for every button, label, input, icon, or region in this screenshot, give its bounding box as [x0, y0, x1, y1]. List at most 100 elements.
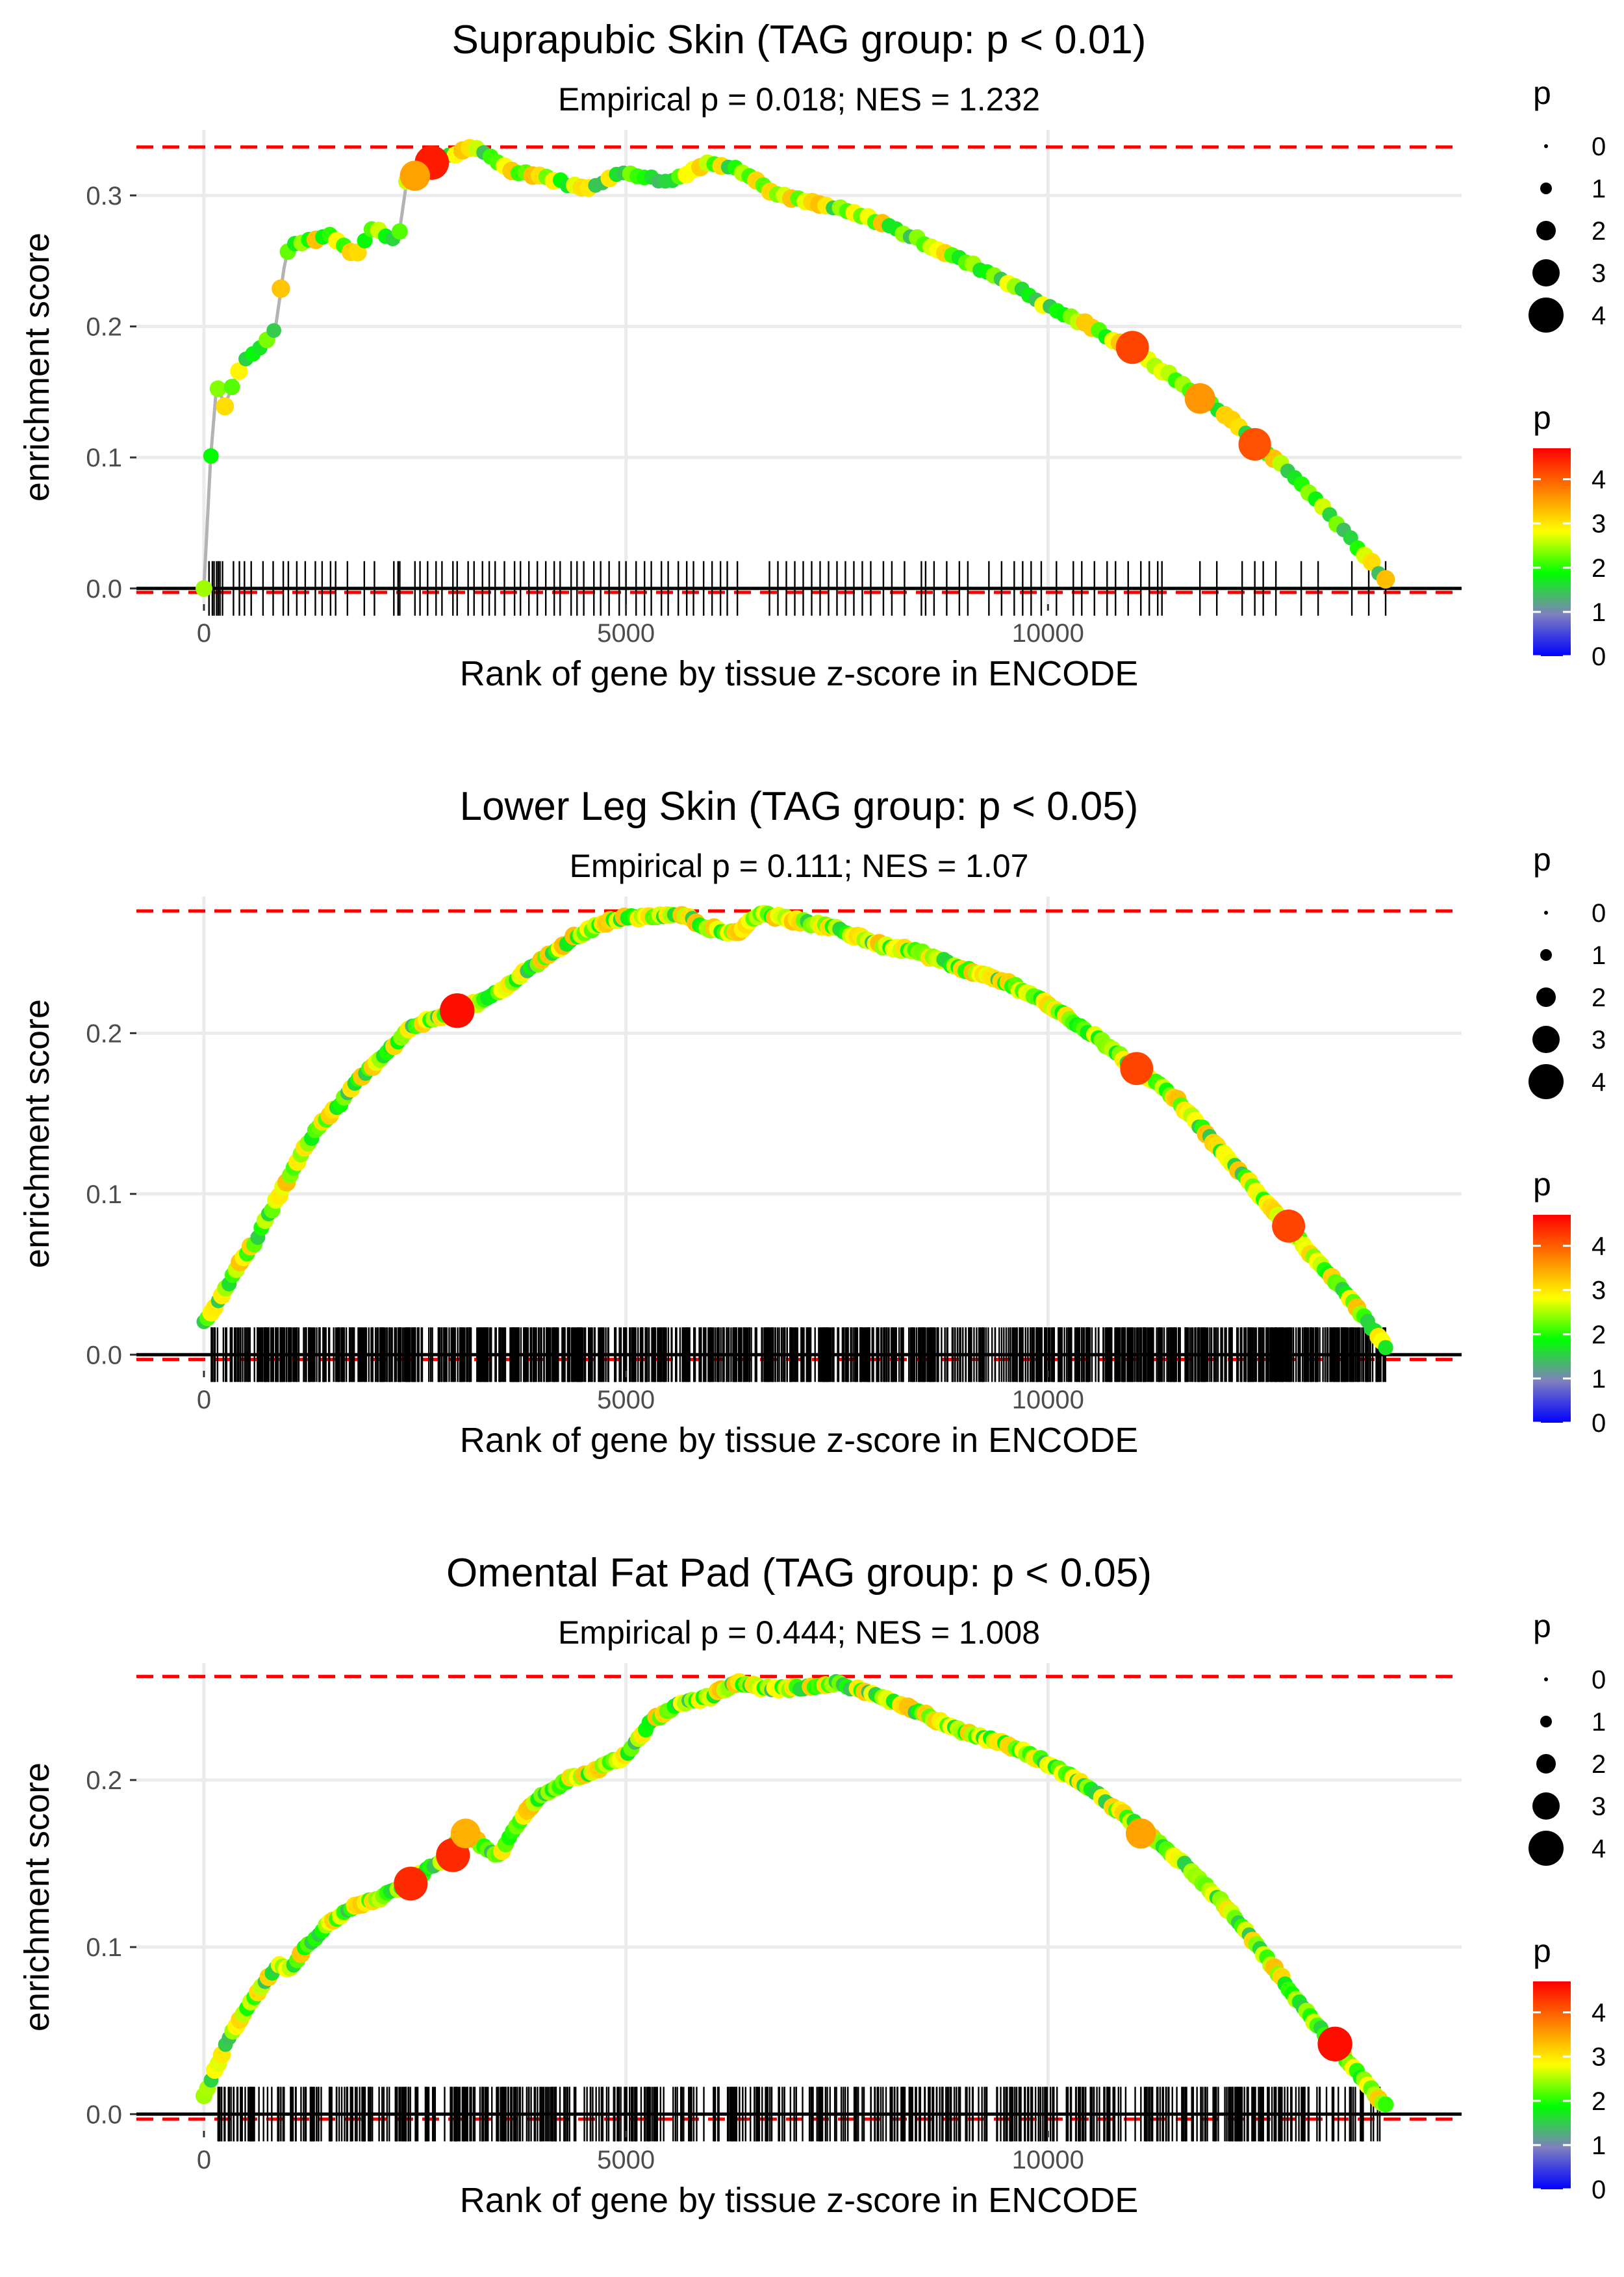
size-legend-label: 0 [1592, 133, 1606, 161]
es-point-highlight [1238, 427, 1271, 461]
colorbar-label: 2 [1592, 2087, 1606, 2116]
size-legend-dot [1532, 1026, 1560, 1053]
size-legend-dot [1540, 183, 1552, 194]
x-tick-label: 10000 [1012, 2146, 1084, 2174]
y-tick-label: 0.1 [86, 1180, 122, 1209]
x-axis-title: Rank of gene by tissue z-score in ENCODE [460, 2181, 1138, 2220]
es-point-highlight [400, 160, 430, 191]
size-legend-dot [1544, 144, 1548, 148]
chart-title: Lower Leg Skin (TAG group: p < 0.05) [460, 784, 1139, 829]
size-legend-dot [1536, 221, 1556, 240]
colorbar-label: 0 [1592, 642, 1606, 671]
size-legend-label: 0 [1592, 899, 1606, 928]
colorbar-label: 1 [1592, 598, 1606, 627]
y-axis-title: enrichment score [18, 233, 57, 502]
chart-svg: Omental Fat Pad (TAG group: p < 0.05) Emp… [18, 1551, 1606, 2220]
size-legend-dot [1532, 1792, 1560, 1820]
y-tick-label: 0.1 [86, 1933, 122, 1962]
y-tick-label: 0.0 [86, 1341, 122, 1369]
colorbar-label: 3 [1592, 1277, 1606, 1305]
size-legend-dot [1529, 298, 1564, 333]
size-legend-label: 4 [1592, 301, 1606, 330]
es-point [230, 362, 248, 381]
size-legend-label: 2 [1592, 217, 1606, 246]
es-point [1377, 2096, 1394, 2113]
colorbar-label: 3 [1592, 2043, 1606, 2072]
es-point [209, 380, 227, 398]
x-tick-label: 0 [197, 2146, 211, 2174]
colorbar-label: 1 [1592, 1365, 1606, 1393]
chart-subtitle: Empirical p = 0.111; NES = 1.07 [570, 848, 1029, 884]
size-legend-label: 0 [1592, 1666, 1606, 1694]
y-tick-label: 0.2 [86, 1019, 122, 1048]
es-point [1378, 1340, 1393, 1356]
chart-title: Omental Fat Pad (TAG group: p < 0.05) [446, 1551, 1152, 1596]
size-legend-title: p [1533, 841, 1551, 878]
x-tick-label: 10000 [1012, 619, 1084, 648]
size-legend-dot [1529, 1831, 1564, 1866]
size-legend-dot [1544, 911, 1548, 915]
chart-title: Suprapubic Skin (TAG group: p < 0.01) [452, 18, 1147, 62]
size-legend-label: 2 [1592, 984, 1606, 1012]
colorbar-label: 2 [1592, 554, 1606, 583]
size-legend-label: 1 [1592, 1708, 1606, 1736]
x-tick-label: 0 [197, 1386, 211, 1414]
colorbar-label: 4 [1592, 466, 1606, 494]
chart-subtitle: Empirical p = 0.444; NES = 1.008 [558, 1614, 1040, 1651]
size-legend-title: p [1533, 1608, 1551, 1644]
colorbar-label: 4 [1592, 1999, 1606, 2028]
es-point-highlight [1184, 383, 1215, 414]
size-legend-label: 4 [1592, 1068, 1606, 1097]
es-point-highlight [450, 1818, 481, 1849]
y-tick-label: 0.1 [86, 444, 122, 472]
colorbar [1533, 1981, 1571, 2189]
x-tick-label: 10000 [1012, 1386, 1084, 1414]
es-point [1376, 570, 1395, 589]
es-point [391, 223, 408, 240]
colorbar-label: 1 [1592, 2131, 1606, 2160]
size-legend-dot [1540, 949, 1552, 961]
es-point [203, 448, 219, 464]
size-legend-dot [1536, 1754, 1556, 1774]
color-legend-title: p [1533, 1933, 1551, 1969]
colorbar-label: 0 [1592, 2176, 1606, 2204]
size-legend-dot [1540, 1716, 1552, 1727]
size-legend-label: 4 [1592, 1835, 1606, 1863]
es-point-highlight [1317, 2026, 1352, 2062]
es-point-highlight [440, 993, 475, 1028]
size-legend-dot [1529, 1064, 1564, 1099]
size-legend-label: 1 [1592, 175, 1606, 203]
es-point [223, 379, 240, 396]
es-point-highlight [1272, 1209, 1306, 1243]
chart-svg: Suprapubic Skin (TAG group: p < 0.01) Emp… [18, 18, 1606, 693]
chart-panel-omental-fat-pad: Omental Fat Pad (TAG group: p < 0.05) Emp… [0, 1533, 1624, 2274]
es-point [266, 323, 281, 338]
colorbar-label: 4 [1592, 1232, 1606, 1261]
x-axis-title: Rank of gene by tissue z-score in ENCODE [460, 654, 1138, 693]
chart-subtitle: Empirical p = 0.018; NES = 1.232 [558, 81, 1040, 118]
x-axis-title: Rank of gene by tissue z-score in ENCODE [460, 1421, 1138, 1460]
colorbar [1533, 1215, 1571, 1423]
size-legend-label: 3 [1592, 259, 1606, 288]
x-tick-label: 5000 [597, 619, 655, 648]
y-tick-label: 0.2 [86, 1766, 122, 1795]
colorbar-label: 3 [1592, 510, 1606, 539]
chart-panel-lower-leg-skin: Lower Leg Skin (TAG group: p < 0.05) Empi… [0, 767, 1624, 1514]
chart-panel-suprapubic-skin: Suprapubic Skin (TAG group: p < 0.01) Emp… [0, 0, 1624, 747]
x-tick-label: 5000 [597, 2146, 655, 2174]
colorbar-label: 2 [1592, 1321, 1606, 1349]
y-axis-title: enrichment score [18, 999, 57, 1268]
es-point-highlight [394, 1866, 428, 1901]
size-legend-label: 3 [1592, 1792, 1606, 1821]
chart-svg: Lower Leg Skin (TAG group: p < 0.05) Empi… [18, 784, 1606, 1460]
es-point [1362, 553, 1381, 571]
size-legend-title: p [1533, 75, 1551, 111]
es-curve-line [202, 146, 1388, 589]
size-legend-dot [1532, 259, 1560, 286]
size-legend-label: 3 [1592, 1026, 1606, 1054]
es-point-highlight [1120, 1052, 1154, 1086]
size-legend-label: 1 [1592, 941, 1606, 970]
x-tick-label: 5000 [597, 1386, 655, 1414]
size-legend-dot [1536, 987, 1556, 1007]
colorbar [1533, 448, 1571, 656]
